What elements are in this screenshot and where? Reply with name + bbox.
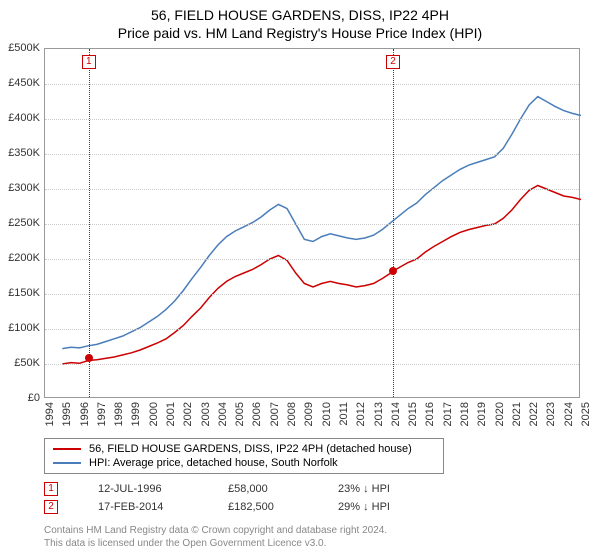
- chart-area: 12: [44, 48, 580, 398]
- series-hpi: [62, 97, 581, 349]
- y-tick-label: £200K: [8, 252, 40, 264]
- y-tick-label: £350K: [8, 147, 40, 159]
- title-line-2: Price paid vs. HM Land Registry's House …: [0, 24, 600, 42]
- gridline-h: [45, 224, 579, 225]
- x-tick-label: 2013: [373, 402, 385, 426]
- x-tick-label: 2003: [200, 402, 212, 426]
- x-tick-label: 2019: [476, 402, 488, 426]
- x-tick-label: 2018: [459, 402, 471, 426]
- legend-item: HPI: Average price, detached house, Sout…: [53, 456, 435, 470]
- transaction-marker-label: 1: [82, 55, 96, 69]
- x-tick-label: 2014: [390, 402, 402, 426]
- x-tick-label: 2012: [355, 402, 367, 426]
- y-tick-label: £150K: [8, 287, 40, 299]
- x-tick-label: 2020: [494, 402, 506, 426]
- y-tick-label: £50K: [14, 357, 40, 369]
- x-tick-label: 2010: [321, 402, 333, 426]
- transaction-index-box: 1: [44, 482, 58, 496]
- x-tick-label: 2015: [407, 402, 419, 426]
- x-tick-label: 2002: [182, 402, 194, 426]
- y-tick-label: £250K: [8, 217, 40, 229]
- x-tick-label: 2011: [338, 402, 350, 426]
- x-tick-label: 1996: [79, 402, 91, 426]
- y-tick-label: £500K: [8, 42, 40, 54]
- chart-title-block: 56, FIELD HOUSE GARDENS, DISS, IP22 4PH …: [0, 0, 600, 42]
- x-tick-label: 2024: [563, 402, 575, 426]
- gridline-h: [45, 154, 579, 155]
- y-axis: £0£50K£100K£150K£200K£250K£300K£350K£400…: [0, 48, 44, 398]
- transaction-hpi-diff: 29% ↓ HPI: [338, 501, 428, 513]
- transaction-date: 12-JUL-1996: [98, 483, 188, 495]
- transactions-table: 1 12-JUL-1996 £58,000 23% ↓ HPI 2 17-FEB-2014…: [44, 480, 428, 516]
- gridline-h: [45, 259, 579, 260]
- footer-line-1: Contains HM Land Registry data © Crown c…: [44, 524, 387, 537]
- transaction-price: £182,500: [228, 501, 298, 513]
- x-tick-label: 2001: [165, 402, 177, 426]
- legend-swatch: [53, 448, 81, 450]
- x-tick-label: 2017: [442, 402, 454, 426]
- x-tick-label: 2021: [511, 402, 523, 426]
- legend: 56, FIELD HOUSE GARDENS, DISS, IP22 4PH …: [44, 438, 444, 474]
- title-line-1: 56, FIELD HOUSE GARDENS, DISS, IP22 4PH: [0, 6, 600, 24]
- gridline-h: [45, 364, 579, 365]
- x-tick-label: 1998: [113, 402, 125, 426]
- footer-line-2: This data is licensed under the Open Gov…: [44, 537, 387, 550]
- y-tick-label: £450K: [8, 77, 40, 89]
- x-tick-label: 2004: [217, 402, 229, 426]
- legend-item: 56, FIELD HOUSE GARDENS, DISS, IP22 4PH …: [53, 442, 435, 456]
- x-tick-label: 1994: [44, 402, 56, 426]
- transaction-price: £58,000: [228, 483, 298, 495]
- x-tick-label: 1995: [61, 402, 73, 426]
- x-tick-label: 2008: [286, 402, 298, 426]
- legend-label: 56, FIELD HOUSE GARDENS, DISS, IP22 4PH …: [89, 443, 412, 455]
- plot-area: 12: [44, 48, 580, 398]
- x-axis: 1994 1995 1996 1997 1998 1999 2000 2001 2002 2003…: [44, 398, 580, 434]
- x-tick-label: 2006: [251, 402, 263, 426]
- legend-swatch: [53, 462, 81, 464]
- x-tick-label: 1997: [96, 402, 108, 426]
- x-tick-label: 2005: [234, 402, 246, 426]
- transaction-row: 2 17-FEB-2014 £182,500 29% ↓ HPI: [44, 498, 428, 516]
- x-tick-label: 2023: [545, 402, 557, 426]
- x-tick-label: 2022: [528, 402, 540, 426]
- transaction-date: 17-FEB-2014: [98, 501, 188, 513]
- x-tick-label: 2000: [148, 402, 160, 426]
- y-tick-label: £100K: [8, 322, 40, 334]
- gridline-h: [45, 189, 579, 190]
- y-tick-label: £300K: [8, 182, 40, 194]
- x-tick-label: 2025: [580, 402, 592, 426]
- gridline-h: [45, 329, 579, 330]
- transaction-marker-label: 2: [386, 55, 400, 69]
- footer-attribution: Contains HM Land Registry data © Crown c…: [44, 524, 387, 550]
- transaction-marker-line: [393, 49, 394, 397]
- y-tick-label: £400K: [8, 112, 40, 124]
- series-property: [62, 186, 581, 365]
- x-tick-label: 1999: [130, 402, 142, 426]
- x-tick-label: 2007: [269, 402, 281, 426]
- transaction-row: 1 12-JUL-1996 £58,000 23% ↓ HPI: [44, 480, 428, 498]
- transaction-index-box: 2: [44, 500, 58, 514]
- gridline-h: [45, 84, 579, 85]
- x-tick-label: 2016: [424, 402, 436, 426]
- y-tick-label: £0: [28, 392, 40, 404]
- gridline-h: [45, 294, 579, 295]
- transaction-hpi-diff: 23% ↓ HPI: [338, 483, 428, 495]
- transaction-point: [389, 267, 397, 275]
- x-tick-label: 2009: [303, 402, 315, 426]
- gridline-h: [45, 119, 579, 120]
- legend-label: HPI: Average price, detached house, Sout…: [89, 457, 338, 469]
- transaction-marker-line: [89, 49, 90, 397]
- transaction-point: [85, 354, 93, 362]
